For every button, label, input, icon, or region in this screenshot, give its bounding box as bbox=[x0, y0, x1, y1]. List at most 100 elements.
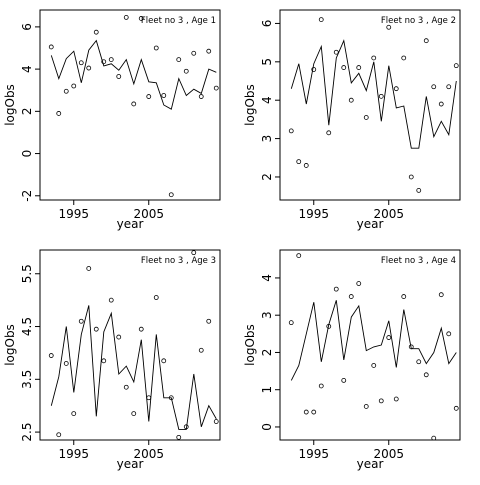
observed-point bbox=[108, 57, 114, 63]
observed-point bbox=[341, 377, 347, 383]
y-tick-label: 3 bbox=[260, 311, 274, 319]
observed-point bbox=[318, 383, 324, 389]
observed-point bbox=[206, 318, 212, 324]
observed-point bbox=[303, 409, 309, 415]
observed-point bbox=[93, 29, 99, 35]
x-tick-label: 1995 bbox=[298, 207, 329, 221]
y-tick-label: 4 bbox=[260, 96, 274, 104]
x-axis-title: year bbox=[357, 217, 384, 231]
observed-point bbox=[423, 38, 429, 44]
observed-point bbox=[296, 159, 302, 165]
observed-point bbox=[78, 318, 84, 324]
observed-point bbox=[446, 331, 452, 337]
observed-point bbox=[138, 16, 144, 21]
plot-frame bbox=[279, 249, 461, 441]
observed-point bbox=[176, 434, 182, 440]
x-tick-label: 1995 bbox=[58, 207, 89, 221]
observed-point bbox=[71, 411, 77, 417]
observed-point bbox=[131, 101, 137, 107]
y-axis-title: logObs bbox=[3, 84, 17, 126]
observed-point bbox=[191, 50, 197, 56]
y-tick-label: 4 bbox=[260, 274, 274, 282]
y-axis-title: logObs bbox=[3, 324, 17, 366]
x-axis-title: year bbox=[117, 217, 144, 231]
observed-point bbox=[56, 432, 62, 438]
plot-frame bbox=[39, 9, 221, 201]
observed-point bbox=[446, 84, 452, 90]
observed-point bbox=[86, 266, 92, 271]
observed-point bbox=[161, 93, 167, 98]
y-tick-label: -2 bbox=[20, 190, 34, 202]
observed-point bbox=[386, 24, 392, 30]
panel-title: Fleet no 3 , Age 1 bbox=[141, 16, 216, 26]
observed-point bbox=[348, 97, 354, 103]
observed-point bbox=[408, 174, 414, 180]
observed-point bbox=[168, 395, 174, 401]
observed-point bbox=[378, 93, 384, 99]
observed-point bbox=[378, 398, 384, 404]
chart-panel-2: Fleet no 3 , Age 2 1995 2005 2 3 4 5 6 year logOb… bbox=[243, 9, 461, 231]
observed-point bbox=[146, 94, 152, 99]
observed-point bbox=[93, 326, 99, 332]
x-tick-label: 2005 bbox=[373, 447, 404, 461]
observed-point bbox=[311, 409, 317, 415]
observed-point bbox=[431, 435, 437, 441]
observed-point bbox=[213, 419, 219, 424]
observed-point bbox=[86, 65, 92, 71]
observed-point bbox=[56, 111, 62, 116]
x-tick-label: 1995 bbox=[298, 447, 329, 461]
observed-point bbox=[356, 65, 362, 70]
observed-point bbox=[138, 326, 144, 332]
y-tick-label: 2 bbox=[260, 349, 274, 357]
observed-point bbox=[423, 372, 429, 378]
x-tick-label: 1995 bbox=[58, 447, 89, 461]
observed-point bbox=[71, 83, 77, 89]
observed-point bbox=[191, 250, 197, 256]
y-axis-title: logObs bbox=[243, 84, 257, 126]
observed-point bbox=[153, 45, 159, 51]
observed-point bbox=[288, 320, 294, 326]
observed-point bbox=[416, 188, 422, 193]
observed-point bbox=[296, 253, 302, 258]
observed-point bbox=[176, 57, 182, 63]
observed-point bbox=[438, 292, 444, 298]
y-tick-label: 6 bbox=[260, 20, 274, 28]
observed-point bbox=[371, 55, 377, 61]
y-tick-label: 4 bbox=[20, 65, 34, 73]
observed-point bbox=[213, 85, 219, 91]
observed-point bbox=[206, 48, 212, 54]
observed-point bbox=[363, 115, 369, 120]
observed-point bbox=[168, 192, 174, 198]
observed-point bbox=[393, 86, 399, 92]
y-tick-label: 0 bbox=[20, 150, 34, 158]
observed-point bbox=[393, 396, 399, 402]
x-tick-label: 2005 bbox=[133, 207, 164, 221]
observed-point bbox=[131, 411, 137, 417]
observed-point bbox=[63, 88, 69, 94]
y-tick-label: 2 bbox=[20, 108, 34, 116]
observed-point bbox=[333, 49, 339, 55]
x-axis-title: year bbox=[357, 457, 384, 471]
y-tick-label: 5 bbox=[260, 58, 274, 66]
observed-point bbox=[408, 344, 414, 350]
observed-point bbox=[146, 395, 152, 401]
observed-point bbox=[101, 59, 107, 65]
y-tick-label: 3.5 bbox=[20, 370, 34, 389]
observed-point bbox=[356, 281, 362, 286]
observed-point bbox=[108, 297, 114, 303]
observed-point bbox=[48, 353, 54, 358]
observed-point bbox=[416, 359, 422, 365]
observed-point bbox=[198, 94, 204, 99]
observed-point bbox=[123, 384, 129, 390]
y-tick-label: 2.5 bbox=[20, 423, 34, 442]
observed-point bbox=[183, 424, 189, 430]
panel-title: Fleet no 3 , Age 4 bbox=[381, 256, 456, 266]
y-tick-label: 5.5 bbox=[20, 264, 34, 283]
y-tick-label: 6 bbox=[20, 23, 34, 31]
observed-point bbox=[438, 101, 444, 107]
observed-point bbox=[116, 334, 122, 340]
plot-frame bbox=[279, 9, 461, 201]
chart-panel-1: Fleet no 3 , Age 1 1995 2005 -2 0 2 4 6 year logO… bbox=[3, 9, 221, 231]
observed-point bbox=[48, 44, 54, 50]
